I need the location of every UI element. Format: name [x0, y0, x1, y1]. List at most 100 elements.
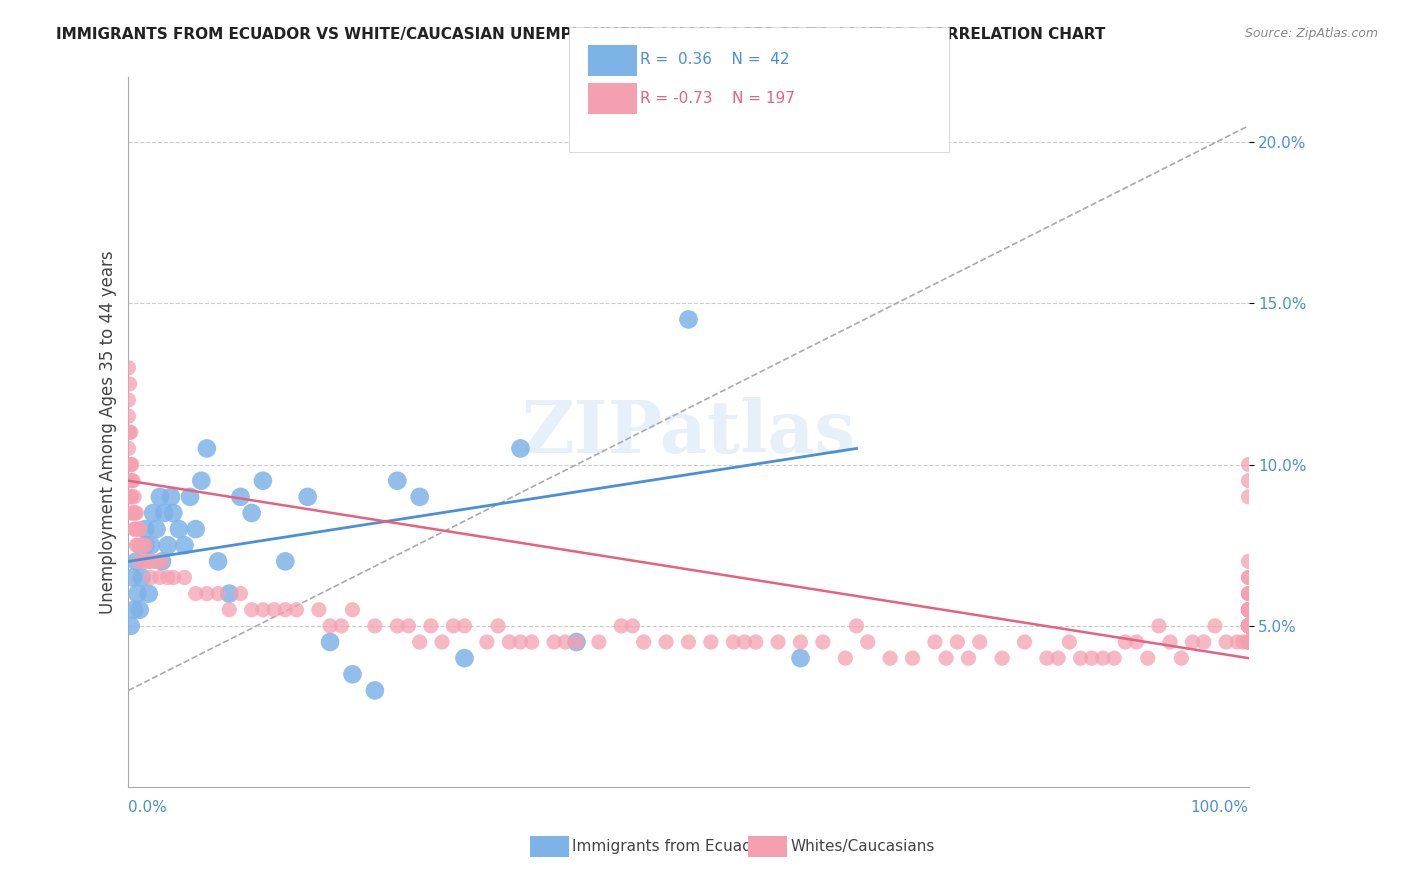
- Point: [125, 538, 148, 552]
- Point: [1237, 619, 1260, 633]
- Point: [1237, 619, 1260, 633]
- Point: [387, 474, 409, 488]
- Point: [1237, 619, 1260, 633]
- Point: [131, 570, 153, 584]
- Point: [342, 603, 364, 617]
- Point: [811, 635, 834, 649]
- Point: [229, 490, 252, 504]
- Point: [1237, 619, 1260, 633]
- Point: [430, 635, 453, 649]
- Point: [1237, 603, 1260, 617]
- Point: [554, 635, 576, 649]
- Point: [387, 619, 409, 633]
- Point: [142, 506, 165, 520]
- Point: [122, 506, 145, 520]
- Text: Immigrants from Ecuador: Immigrants from Ecuador: [572, 839, 768, 854]
- Point: [901, 651, 924, 665]
- Point: [834, 651, 856, 665]
- Point: [565, 635, 588, 649]
- Point: [342, 667, 364, 681]
- Point: [229, 587, 252, 601]
- Text: Source: ZipAtlas.com: Source: ZipAtlas.com: [1244, 27, 1378, 40]
- Point: [1237, 619, 1260, 633]
- Point: [156, 538, 179, 552]
- Point: [1237, 619, 1260, 633]
- Point: [150, 554, 173, 568]
- Point: [121, 490, 143, 504]
- Point: [1237, 619, 1260, 633]
- Text: 100.0%: 100.0%: [1191, 800, 1249, 815]
- Point: [1237, 603, 1260, 617]
- Point: [1237, 635, 1260, 649]
- Point: [173, 538, 195, 552]
- Point: [1102, 651, 1125, 665]
- Point: [723, 635, 745, 649]
- Point: [1237, 603, 1260, 617]
- Point: [1237, 458, 1260, 472]
- Point: [1237, 619, 1260, 633]
- Point: [1237, 619, 1260, 633]
- Point: [122, 490, 145, 504]
- Point: [1237, 554, 1260, 568]
- Point: [150, 554, 173, 568]
- Point: [128, 538, 150, 552]
- Point: [1237, 619, 1260, 633]
- Point: [1237, 619, 1260, 633]
- Point: [1036, 651, 1059, 665]
- Point: [408, 490, 430, 504]
- Point: [142, 554, 165, 568]
- Point: [138, 587, 160, 601]
- Point: [1237, 619, 1260, 633]
- Point: [1091, 651, 1114, 665]
- Point: [117, 360, 139, 375]
- Point: [124, 506, 146, 520]
- Point: [330, 619, 353, 633]
- Point: [1237, 603, 1260, 617]
- Point: [252, 474, 274, 488]
- Point: [1237, 619, 1260, 633]
- Point: [1237, 619, 1260, 633]
- Point: [509, 635, 531, 649]
- Point: [308, 603, 330, 617]
- Point: [441, 619, 464, 633]
- Point: [1237, 619, 1260, 633]
- Point: [127, 587, 149, 601]
- Point: [364, 619, 387, 633]
- Point: [1237, 619, 1260, 633]
- Point: [139, 554, 162, 568]
- Point: [131, 538, 153, 552]
- Point: [398, 619, 420, 633]
- Point: [935, 651, 957, 665]
- Point: [120, 490, 142, 504]
- Point: [1170, 651, 1192, 665]
- Point: [1237, 570, 1260, 584]
- Point: [1237, 619, 1260, 633]
- Point: [128, 554, 150, 568]
- Point: [118, 474, 141, 488]
- Point: [134, 522, 156, 536]
- Point: [285, 603, 308, 617]
- Point: [1237, 619, 1260, 633]
- Point: [1159, 635, 1181, 649]
- Point: [240, 603, 263, 617]
- Point: [162, 570, 184, 584]
- Point: [274, 554, 297, 568]
- Point: [149, 570, 172, 584]
- Point: [252, 603, 274, 617]
- Point: [190, 474, 212, 488]
- Point: [969, 635, 991, 649]
- Point: [588, 635, 610, 649]
- Point: [845, 619, 868, 633]
- Point: [1237, 587, 1260, 601]
- Point: [1237, 635, 1260, 649]
- Point: [160, 490, 183, 504]
- Point: [1136, 651, 1159, 665]
- Point: [1237, 619, 1260, 633]
- Point: [1125, 635, 1147, 649]
- Point: [1237, 619, 1260, 633]
- Point: [297, 490, 319, 504]
- Point: [856, 635, 879, 649]
- Point: [1047, 651, 1070, 665]
- Point: [122, 506, 145, 520]
- Point: [207, 554, 229, 568]
